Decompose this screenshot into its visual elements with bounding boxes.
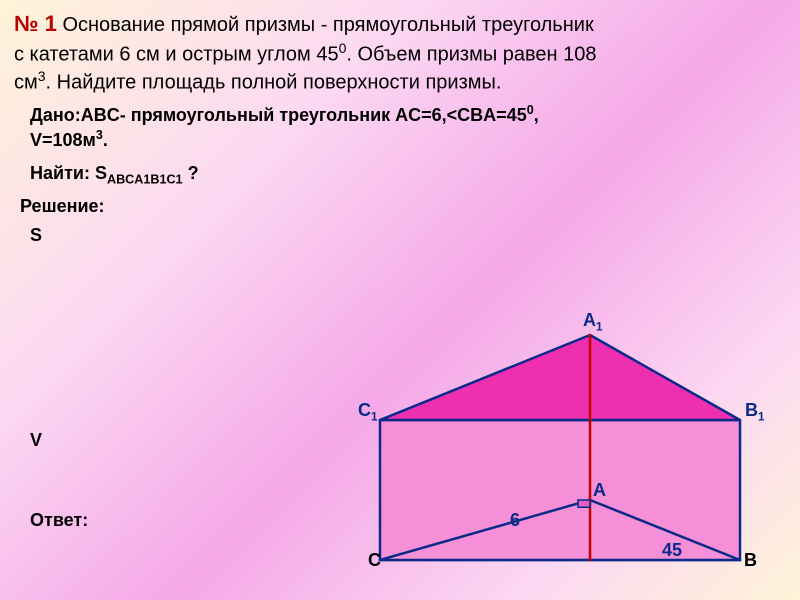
answer-label: Ответ: [30,510,88,531]
problem-text-2: с катетами 6 см и острым углом 45 [14,43,339,65]
vertex-C1: C1 [358,400,378,424]
given-block: Дано:ABC- прямоугольный треугольник AC=6… [0,96,800,153]
vertex-A: A [593,480,606,501]
vertex-B1: B1 [745,400,765,424]
given-label: Дано: [30,105,81,125]
prism-svg [310,300,770,590]
prism-diagram: A1 B1 C1 A B C 6 45 [310,300,770,590]
angle-label: 45 [662,540,682,561]
problem-statement: № 1 Основание прямой призмы - прямоуголь… [0,0,800,96]
v-placeholder: V [30,430,42,451]
problem-number: № 1 [14,11,57,36]
vertex-B: B [744,550,757,571]
find-label: Найти: [30,163,90,183]
find-block: Найти: SABCA1B1C1 ? [0,153,800,187]
problem-text-1: Основание прямой призмы - прямоугольный … [62,14,593,36]
vertex-C: C [368,550,381,571]
s-placeholder: S [0,217,800,246]
solution-label: Решение: [0,186,800,217]
vertex-A1: A1 [583,310,603,334]
edge-length-label: 6 [510,510,520,531]
